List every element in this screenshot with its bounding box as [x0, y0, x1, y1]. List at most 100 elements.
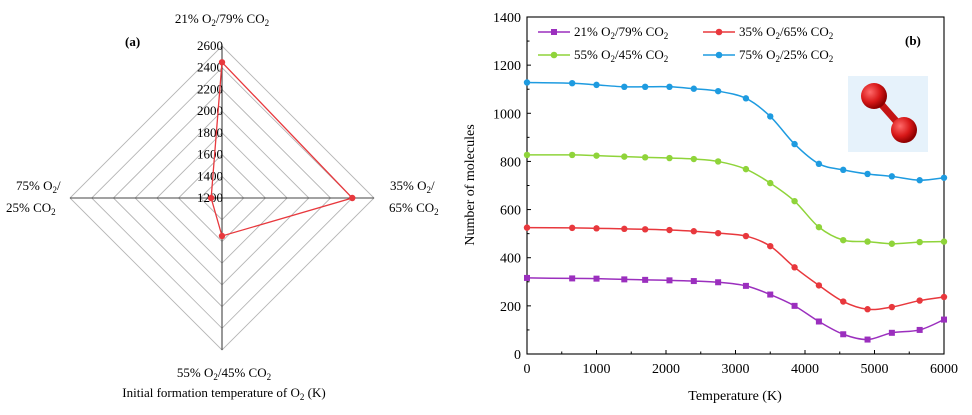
radar-data-point [349, 194, 356, 202]
data-point [742, 165, 750, 173]
data-point [642, 276, 649, 283]
radar-tick-label: 1600 [197, 147, 223, 162]
radar-data-point [218, 59, 226, 66]
y-axis-label: Number of molecules [463, 124, 478, 245]
data-point [815, 160, 823, 168]
data-point [523, 151, 531, 159]
data-point [568, 79, 576, 87]
legend-label: 55% O2/45% CO2 [574, 47, 668, 64]
legend-marker-circle [715, 51, 723, 59]
y-tick-label: 800 [500, 155, 521, 170]
data-point [940, 238, 948, 245]
data-point [742, 282, 749, 289]
radar-data-point [218, 232, 226, 240]
radar-series-markers [207, 59, 356, 240]
line-chart: 0 1000 2000 3000 4000 5000 6000 0 200 400 600 800 1… [493, 11, 958, 377]
data-point [916, 326, 923, 333]
data-point [666, 154, 673, 162]
radar-chart: 12001400160018002000220024002600 [69, 38, 375, 351]
panel-b-label: (b) [905, 33, 921, 48]
x-tick-label: 2000 [652, 362, 680, 377]
legend-item: 21% O2/79% CO2 [538, 24, 668, 41]
y-tick-label: 0 [514, 348, 521, 363]
data-point [791, 140, 798, 148]
data-point [888, 303, 896, 311]
data-point [791, 264, 798, 271]
data-point [690, 85, 697, 92]
data-point [568, 151, 576, 159]
data-point [767, 179, 774, 187]
panel-a-label: (a) [125, 34, 140, 49]
radar-axis-label-left-line1: 75% O2/ [16, 178, 61, 195]
data-point [666, 83, 673, 91]
x-tick-label: 3000 [722, 362, 750, 377]
data-point [864, 306, 871, 313]
x-tick-label: 5000 [861, 362, 889, 377]
radar-axis-label-top: 21% O2/79% CO2 [175, 11, 269, 28]
y-tick-label: 1000 [493, 107, 521, 122]
o2-molecule-icon [848, 76, 928, 152]
y-axis-ticks: 0 200 400 600 800 1000 1200 1400 [493, 11, 531, 363]
legend-label: 75% O2/25% CO2 [739, 47, 833, 64]
legend-item: 35% O2/65% CO2 [703, 24, 833, 41]
data-point [767, 291, 774, 298]
series-line [526, 154, 945, 245]
data-point [888, 240, 896, 247]
data-point [593, 225, 600, 232]
data-point [690, 278, 697, 285]
data-point [621, 83, 628, 91]
legend-label: 35% O2/65% CO2 [739, 24, 833, 41]
x-axis-ticks: 0 1000 2000 3000 4000 5000 6000 [524, 350, 958, 377]
data-point [864, 170, 871, 178]
legend-marker-square [551, 29, 557, 35]
y-tick-label: 1400 [493, 11, 521, 26]
data-point [815, 223, 823, 231]
data-point [690, 228, 697, 235]
radar-tick-label: 1400 [197, 168, 223, 183]
x-tick-label: 6000 [930, 362, 958, 377]
data-point [815, 282, 823, 289]
plot-frame [526, 16, 945, 355]
data-point [791, 302, 798, 309]
data-point [593, 81, 600, 89]
legend: 21% O2/79% CO2 35% O2/65% CO2 55% O2/45%… [538, 24, 833, 64]
data-point [524, 274, 530, 281]
data-point [888, 329, 895, 336]
data-point [916, 177, 923, 184]
legend-label: 21% O2/79% CO2 [574, 24, 668, 41]
data-point [593, 152, 600, 159]
data-point [940, 174, 948, 181]
radar-axis-label-right-line2: 65% CO2 [389, 200, 439, 217]
data-point [714, 158, 722, 165]
radar-tick-label: 2200 [197, 81, 223, 96]
data-point [641, 226, 649, 233]
y-tick-label: 1200 [493, 59, 521, 74]
radar-title: Initial formation temperature of O2 (K) [122, 385, 325, 402]
data-point [621, 153, 628, 160]
data-point [742, 95, 750, 102]
data-point [888, 173, 896, 180]
data-point [941, 316, 947, 323]
data-point [742, 232, 750, 240]
x-axis-label: Temperature (K) [688, 389, 782, 404]
series-line [526, 226, 945, 311]
data-point [715, 279, 722, 286]
data-point [815, 318, 822, 325]
data-point [840, 236, 847, 244]
data-point [621, 225, 628, 233]
radar-axis-label-bottom: 55% O2/45% CO2 [177, 365, 271, 382]
data-point [568, 224, 576, 232]
data-point [714, 87, 722, 95]
radar-tick-labels: 12001400160018002000220024002600 [197, 38, 223, 205]
data-point [593, 275, 600, 282]
y-tick-label: 400 [500, 252, 521, 267]
x-tick-label: 1000 [583, 362, 611, 377]
radar-tick-label: 2400 [197, 60, 223, 75]
legend-marker-circle [550, 51, 558, 59]
data-point [840, 331, 847, 338]
radar-tick-label: 1800 [197, 125, 223, 140]
legend-item: 55% O2/45% CO2 [538, 47, 668, 64]
series-markers [523, 79, 948, 343]
radar-axis-label-right-line1: 35% O2/ [390, 178, 435, 195]
